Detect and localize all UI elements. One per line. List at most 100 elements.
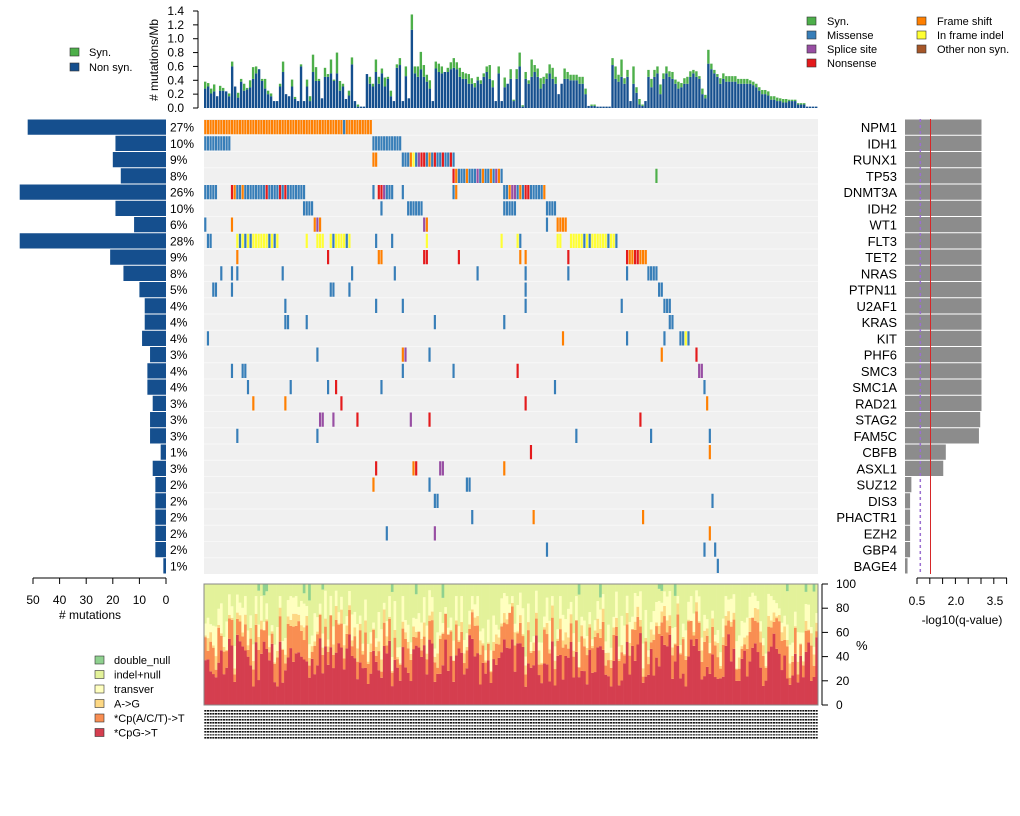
sample-label-mark (722, 737, 725, 739)
right-axis-tick-label: 2.0 (948, 594, 965, 608)
spectrum-segment (476, 596, 480, 617)
sample-label-mark (516, 734, 519, 736)
mutation-cell (415, 152, 418, 167)
sample-label-mark (708, 719, 711, 721)
legend-label: *CpG->T (114, 728, 158, 740)
sample-label-mark (570, 719, 573, 721)
sample-label-mark (612, 734, 615, 736)
sample-label-mark (599, 722, 602, 724)
sample-label-mark (372, 713, 375, 715)
spectrum-segment (604, 674, 608, 705)
sample-label-mark (313, 716, 316, 718)
sample-label-mark (546, 710, 549, 712)
sample-label-mark (532, 716, 535, 718)
spectrum-segment (617, 660, 621, 686)
spectrum-segment (473, 656, 477, 705)
sample-label-mark (361, 710, 364, 712)
right-axis-tick-label: 3.5 (987, 594, 1004, 608)
sample-label-mark (746, 731, 749, 733)
sample-label-mark (730, 722, 733, 724)
sample-label-mark (297, 713, 300, 715)
sample-label-mark (388, 728, 391, 730)
mutation-cell (668, 315, 671, 330)
sample-label-mark (775, 737, 778, 739)
sample-label-mark (607, 716, 610, 718)
top-bar-syn (563, 68, 566, 79)
sample-label-mark (674, 713, 677, 715)
sample-label-mark (497, 728, 501, 730)
sample-label-mark (481, 722, 485, 724)
mutation-cell (714, 542, 717, 557)
legend-swatch (94, 728, 105, 737)
sample-label-mark (217, 722, 220, 724)
sample-label-mark (780, 737, 783, 739)
gene-frequency-label: 4% (170, 299, 188, 313)
sample-label-mark (676, 710, 679, 712)
sample-label-mark (300, 716, 303, 718)
sample-label-mark (508, 719, 511, 721)
sample-label-mark (471, 734, 474, 736)
sample-label-mark (596, 728, 599, 730)
sample-label-mark (388, 713, 391, 715)
sample-label-mark (706, 719, 709, 721)
gene-qvalue-bar (905, 330, 982, 346)
sample-label-mark (289, 737, 292, 739)
spectrum-segment (617, 646, 621, 659)
sample-label-mark (682, 725, 685, 727)
spectrum-segment (222, 584, 226, 638)
top-bar-syn (404, 66, 408, 77)
sample-label-mark (540, 725, 543, 727)
sample-label-mark (407, 731, 410, 733)
spectrum-segment (612, 634, 616, 661)
sample-label-mark (236, 719, 239, 721)
spectrum-segment (356, 648, 360, 662)
sample-label-mark (746, 719, 749, 721)
mutation-cell (439, 461, 442, 476)
spectrum-segment (633, 660, 637, 705)
spectrum-segment (340, 609, 344, 624)
legend-swatch (69, 62, 80, 72)
spectrum-segment (553, 685, 557, 705)
sample-label-mark (313, 719, 316, 721)
sample-label-mark (361, 716, 364, 718)
sample-label-mark (329, 725, 332, 727)
mutation-cell (233, 185, 236, 200)
sample-label-mark (628, 719, 631, 721)
sample-label-mark (791, 716, 794, 718)
spectrum-segment (228, 638, 231, 705)
sample-label-mark (780, 710, 783, 712)
spectrum-segment (729, 584, 733, 599)
sample-label-mark (812, 731, 816, 733)
sample-label-mark (770, 722, 773, 724)
gene-name-label: GBP4 (862, 543, 897, 558)
mutation-cell (650, 428, 653, 443)
sample-label-mark (746, 725, 749, 727)
sample-label-mark (607, 722, 610, 724)
gene-qvalue-bar (905, 265, 982, 281)
mutation-cell (249, 185, 252, 200)
sample-label-mark (513, 731, 517, 733)
sample-label-mark (436, 722, 439, 724)
mutation-cell (289, 120, 292, 135)
spectrum-segment (468, 610, 472, 625)
sample-label-mark (762, 725, 765, 727)
top-bar-nonsyn (791, 101, 794, 108)
sample-label-mark (738, 710, 741, 712)
sample-label-mark (529, 728, 533, 730)
spectrum-segment (268, 584, 272, 636)
mutation-cell (492, 168, 495, 183)
sample-label-mark (748, 731, 751, 733)
sample-label-mark (535, 713, 538, 715)
spectrum-segment (521, 636, 525, 647)
sample-label-mark (719, 734, 722, 736)
spectrum-segment (636, 644, 640, 705)
sample-label-mark (404, 731, 407, 733)
top-bar-syn (383, 77, 387, 87)
sample-label-mark (546, 728, 549, 730)
spectrum-segment (543, 616, 547, 628)
top-bar-syn (380, 68, 384, 74)
sample-label-mark (650, 713, 653, 715)
sample-label-mark (788, 725, 792, 727)
sample-label-mark (388, 716, 391, 718)
sample-label-mark (249, 725, 252, 727)
